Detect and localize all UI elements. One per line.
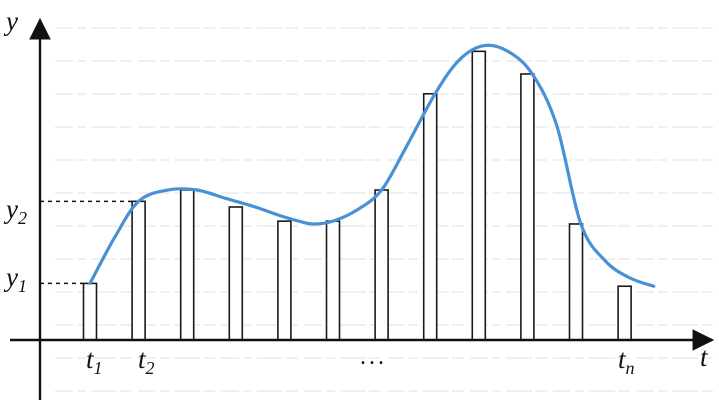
sample-bar: [422, 92, 438, 341]
sample-bar: [520, 73, 535, 341]
sample-bar: [179, 189, 195, 341]
y1-label: y1: [3, 262, 27, 296]
sample-bar: [228, 206, 244, 341]
t2-label: t2: [138, 344, 155, 378]
reference-lines: [40, 200, 133, 285]
t1-label: t1: [86, 344, 103, 378]
sample-bar: [617, 285, 632, 341]
sample-bar: [82, 282, 98, 341]
y-axis-label: y: [3, 6, 18, 36]
sample-bar: [325, 220, 341, 341]
sample-bar: [374, 189, 389, 341]
y2-label: y2: [3, 194, 27, 228]
tn-label: tn: [618, 344, 635, 378]
sample-bar: [131, 200, 146, 341]
t-axis-label: t: [700, 342, 709, 372]
signal-curve: [88, 43, 656, 288]
sample-bar: [277, 220, 292, 341]
sample-bar: [568, 223, 584, 341]
ellipsis-label: ...: [360, 344, 387, 370]
sample-bars: [82, 50, 632, 341]
sample-bar: [471, 50, 487, 341]
